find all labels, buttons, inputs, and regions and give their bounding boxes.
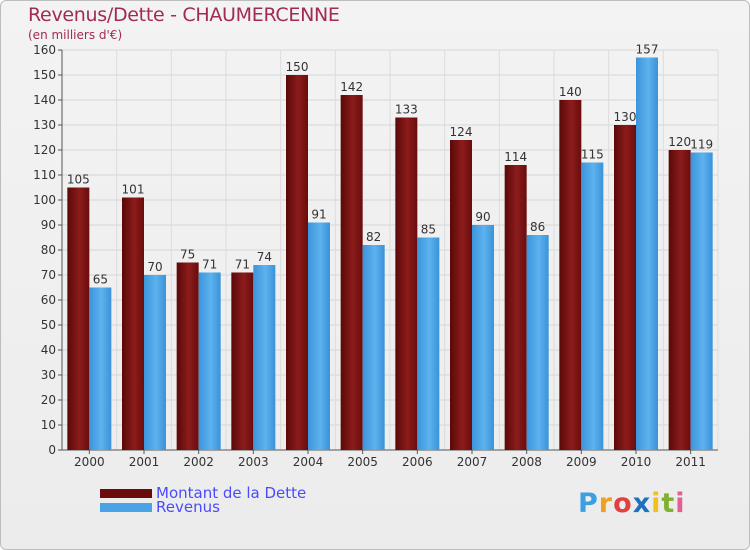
y-tick-label: 0: [48, 443, 56, 457]
logo-letter: i: [651, 488, 662, 519]
y-tick-label: 130: [33, 118, 56, 132]
bar-revenus-2005: [362, 245, 385, 450]
logo-letter: r: [598, 488, 614, 519]
bar-revenus-2004: [308, 222, 330, 450]
data-label: 71: [235, 258, 250, 272]
logo-letter: P: [578, 488, 599, 519]
bar-revenus-2011: [690, 152, 713, 450]
y-tick-label: 110: [33, 168, 56, 182]
y-tick-label: 150: [33, 68, 56, 82]
bar-revenus-2007: [472, 225, 494, 450]
bar-revenus-2001: [144, 275, 166, 450]
x-tick-label: 2010: [621, 455, 652, 469]
x-tick-label: 2004: [293, 455, 324, 469]
data-label: 157: [636, 43, 659, 57]
bar-dette-2005: [340, 95, 363, 450]
bar-dette-2003: [231, 272, 254, 450]
logo-letter: x: [632, 488, 652, 519]
bar-revenus-2002: [198, 272, 221, 450]
bar-dette-2008: [504, 165, 527, 450]
x-tick-label: 2007: [457, 455, 488, 469]
bar-revenus-2010: [636, 57, 658, 450]
logo-letter: o: [613, 488, 633, 519]
data-label: 74: [257, 250, 272, 264]
bar-dette-2009: [559, 100, 582, 450]
proxiti-logo: Proxiti: [578, 488, 686, 519]
x-tick-label: 2011: [675, 455, 706, 469]
data-label: 115: [581, 148, 604, 162]
y-tick-label: 20: [41, 393, 56, 407]
x-tick-label: 2005: [347, 455, 378, 469]
chart-title: Revenus/Dette - CHAUMERCENNE: [28, 4, 340, 26]
data-label: 86: [530, 220, 545, 234]
legend-swatch-revenus: [100, 503, 152, 512]
data-label: 140: [559, 85, 582, 99]
data-label: 150: [286, 60, 309, 74]
y-tick-label: 140: [33, 93, 56, 107]
bar-revenus-2000: [89, 287, 112, 450]
logo-letter: t: [661, 488, 676, 519]
data-label: 82: [366, 230, 381, 244]
x-tick-label: 2001: [129, 455, 160, 469]
x-tick-label: 2002: [183, 455, 214, 469]
data-label: 142: [340, 80, 363, 94]
labels-layer: 0 10 20 30 40 50 60 70 80 90 100 110 120 130 140 150 160…: [33, 43, 713, 470]
x-tick-label: 2009: [566, 455, 597, 469]
bar-dette-2011: [668, 150, 691, 450]
data-label: 91: [311, 208, 326, 222]
x-tick-label: 2006: [402, 455, 433, 469]
bar-dette-2010: [614, 125, 636, 450]
y-tick-label: 80: [41, 243, 56, 257]
bar-revenus-2009: [581, 162, 604, 450]
y-tick-label: 60: [41, 293, 56, 307]
data-label: 101: [122, 183, 145, 197]
data-label: 70: [147, 260, 162, 274]
y-tick-label: 70: [41, 268, 56, 282]
data-label: 124: [450, 125, 473, 139]
legend-swatch-dette: [100, 489, 152, 498]
bar-revenus-2003: [253, 265, 276, 450]
chart-subtitle: (en milliers d'€): [28, 28, 123, 42]
y-tick-label: 50: [41, 318, 56, 332]
y-tick-label: 10: [41, 418, 56, 432]
bar-revenus-2008: [526, 235, 549, 450]
bar-dette-2007: [450, 140, 472, 450]
y-tick-label: 120: [33, 143, 56, 157]
x-tick-label: 2008: [511, 455, 542, 469]
bar-dette-2000: [67, 187, 90, 450]
data-label: 119: [690, 138, 713, 152]
x-tick-label: 2000: [74, 455, 105, 469]
bar-dette-2001: [122, 197, 144, 450]
y-tick-label: 100: [33, 193, 56, 207]
data-label: 90: [475, 210, 490, 224]
data-label: 130: [614, 110, 637, 124]
bars-layer: [67, 57, 713, 450]
data-label: 75: [180, 248, 195, 262]
legend-label-revenus: Revenus: [156, 498, 220, 516]
y-tick-label: 160: [33, 43, 56, 57]
data-label: 105: [67, 173, 90, 187]
data-label: 114: [504, 150, 527, 164]
data-label: 71: [202, 258, 217, 272]
grid-layer: [58, 49, 719, 454]
bar-dette-2006: [395, 117, 418, 450]
data-label: 85: [421, 223, 436, 237]
bar-revenus-2006: [417, 237, 440, 450]
bar-dette-2002: [176, 262, 199, 450]
data-label: 65: [93, 273, 108, 287]
logo-letter: i: [675, 488, 686, 519]
bar-dette-2004: [286, 75, 308, 450]
x-tick-label: 2003: [238, 455, 269, 469]
data-label: 120: [668, 135, 691, 149]
legend-label-dette: Montant de la Dette: [156, 484, 307, 502]
data-label: 133: [395, 103, 418, 117]
y-tick-label: 90: [41, 218, 56, 232]
y-tick-label: 40: [41, 343, 56, 357]
y-tick-label: 30: [41, 368, 56, 382]
